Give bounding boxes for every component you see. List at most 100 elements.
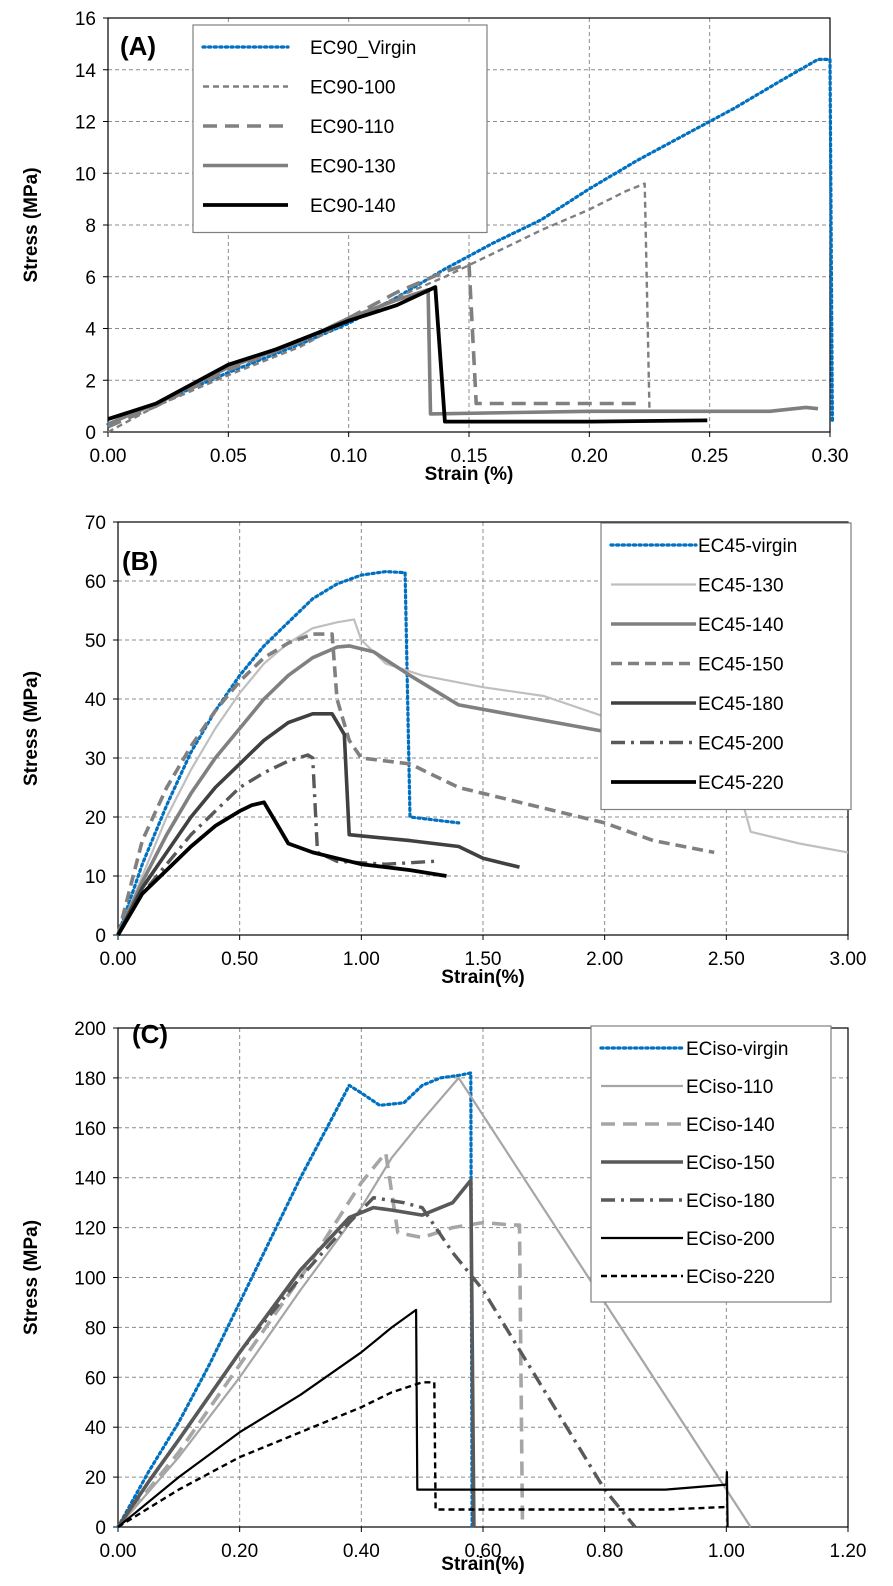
y-tick-label: 8: [85, 216, 96, 237]
legend-entry: EC45-140: [698, 615, 784, 636]
x-tick-label: 3.00: [830, 949, 867, 970]
y-tick-label: 6: [85, 268, 96, 289]
legend-box: [600, 522, 852, 811]
legend: EC45-virgin EC45-130 EC45-140 EC45-150 EC45-…: [600, 522, 852, 811]
legend-entry: ECiso-180: [686, 1191, 775, 1212]
y-tick-label: 10: [75, 164, 96, 185]
x-tick-label: 0.25: [691, 446, 728, 467]
y-axis-title: Stress (MPa): [21, 671, 42, 786]
legend-entry: EC45-150: [698, 655, 784, 676]
legend-entry: ECiso-110: [686, 1077, 773, 1098]
x-tick-label: 0.20: [571, 446, 608, 467]
legend-entry: EC45-220: [698, 773, 784, 794]
legend: EC90_Virgin EC90-100 EC90-110 EC90-130 EC90-…: [192, 24, 488, 234]
x-tick-label: 0.10: [330, 446, 367, 467]
y-tick-label: 200: [74, 1019, 106, 1040]
series-line-ec90-100: [107, 182, 651, 434]
y-tick-label: 20: [85, 808, 106, 829]
x-tick-label: 1.00: [343, 949, 380, 970]
legend-entry: ECiso-220: [686, 1267, 775, 1288]
legend-entry: EC45-130: [698, 576, 784, 597]
y-tick-label: 120: [74, 1219, 106, 1240]
x-tick-label: 2.00: [586, 949, 623, 970]
y-tick-label: 70: [85, 513, 106, 534]
series-line-ec90-virgin: [106, 57, 834, 426]
y-tick-label: 12: [75, 113, 96, 134]
y-tick-label: 30: [85, 749, 106, 770]
x-axis-title: Strain(%): [441, 1554, 524, 1575]
y-tick-label: 40: [85, 1418, 106, 1439]
legend-entry: ECiso-virgin: [686, 1039, 788, 1060]
chart-1: 0.00 0.05 0.10 0.15 0.20 0.25 0.30 0 2 4 6 8 10 12 14 1…: [21, 9, 848, 485]
y-tick-label: 60: [85, 572, 106, 593]
y-tick-label: 140: [74, 1169, 106, 1190]
x-tick-label: 0.40: [343, 1541, 380, 1562]
series-line-eciso-virgin: [116, 1071, 474, 1529]
y-tick-label: 100: [74, 1269, 106, 1290]
y-tick-label: 4: [85, 320, 96, 341]
series-line-eciso-150: [116, 1178, 476, 1529]
legend-entry: ECiso-200: [686, 1229, 775, 1250]
y-tick-label: 80: [85, 1318, 106, 1339]
x-tick-label: 0.15: [451, 446, 488, 467]
legend-entry: EC45-virgin: [698, 536, 797, 557]
x-tick-label: 0.00: [100, 949, 137, 970]
series-line-ec45-virgin: [116, 570, 461, 937]
chart-2: 0.00 0.50 1.00 1.50 2.00 2.50 3.00 0 10 20 30 40 50 6…: [21, 513, 866, 988]
series-line-ec90-140: [107, 285, 708, 424]
x-tick-label: 0.00: [90, 446, 127, 467]
series-line-eciso-110: [117, 1076, 752, 1528]
x-axis-title: Strain(%): [441, 967, 524, 988]
x-tick-label: 0.80: [586, 1541, 623, 1562]
y-tick-label: 160: [74, 1119, 106, 1140]
series-line-eciso-220: [117, 1381, 727, 1529]
x-tick-label: 0.20: [221, 1541, 258, 1562]
legend-entry: EC90-100: [310, 78, 396, 99]
x-tick-label: 0.00: [100, 1541, 137, 1562]
series-line-eciso-200: [117, 1308, 729, 1528]
y-tick-label: 10: [85, 867, 106, 888]
y-tick-label: 0: [85, 423, 96, 444]
y-tick-label: 2: [85, 371, 96, 392]
chart-3: 0.00 0.20 0.40 0.60 0.80 1.00 1.20 0 20 40 60 80 100…: [21, 1019, 866, 1575]
x-tick-label: 2.50: [708, 949, 745, 970]
y-tick-label: 0: [95, 1518, 106, 1539]
y-tick-label: 16: [75, 9, 96, 30]
legend-box: [590, 1025, 832, 1303]
legend: ECiso-virgin ECiso-110 ECiso-140 ECiso-150 E…: [590, 1025, 832, 1303]
panel-label: (C): [132, 1019, 168, 1049]
x-tick-label: 1.00: [708, 1541, 745, 1562]
legend-entry: ECiso-150: [686, 1153, 775, 1174]
y-tick-label: 50: [85, 631, 106, 652]
legend-entry: EC45-180: [698, 694, 784, 715]
series-line-ec45-200: [116, 753, 435, 936]
legend-entry: EC45-200: [698, 734, 784, 755]
panel-label: (A): [120, 31, 156, 61]
legend-entry: ECiso-140: [686, 1115, 775, 1136]
x-tick-label: 0.30: [812, 446, 849, 467]
series-line-eciso-140: [116, 1151, 525, 1529]
x-tick-label: 0.60: [465, 1541, 502, 1562]
legend-entry: EC90_Virgin: [310, 38, 416, 59]
legend-box: [192, 24, 488, 234]
panel-label: (B): [122, 546, 158, 576]
x-tick-label: 0.05: [210, 446, 247, 467]
series-line-ec45-220: [116, 800, 447, 936]
legend-entry: EC90-130: [310, 157, 396, 178]
series-line-ec90-110: [107, 262, 638, 429]
series-line-ec45-180: [116, 712, 520, 936]
series-line-eciso-180: [116, 1196, 637, 1529]
x-axis-title: Strain (%): [425, 464, 514, 485]
y-tick-label: 0: [95, 926, 106, 947]
x-tick-label: 0.50: [221, 949, 258, 970]
y-tick-label: 180: [74, 1069, 106, 1090]
legend-entry: EC90-110: [310, 117, 394, 138]
x-tick-label: 1.50: [465, 949, 502, 970]
y-axis-title: Stress (MPa): [21, 1220, 42, 1335]
y-tick-label: 40: [85, 690, 106, 711]
y-tick-label: 60: [85, 1368, 106, 1389]
x-tick-label: 1.20: [830, 1541, 867, 1562]
y-tick-label: 20: [85, 1468, 106, 1489]
y-tick-label: 14: [75, 61, 97, 82]
